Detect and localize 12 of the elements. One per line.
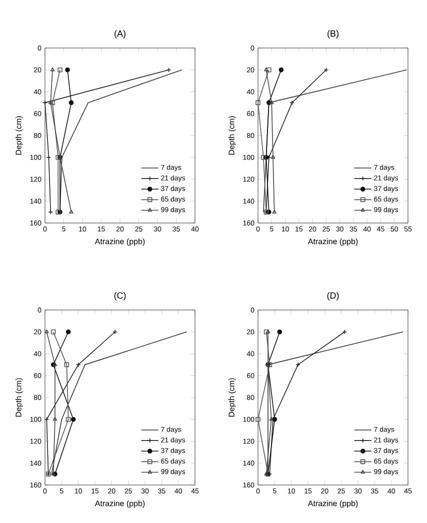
x-axis-title: Atrazine (ppb)	[308, 238, 358, 246]
y-axis-title: Depth (cm)	[228, 116, 236, 155]
chart-title: (A)	[114, 30, 126, 38]
x-axis-title: Atrazine (ppb)	[94, 238, 145, 246]
chart-title: (D)	[327, 292, 339, 300]
x-axis-title: Atrazine (ppb)	[94, 500, 145, 508]
chart-title: (C)	[114, 292, 126, 300]
chart-title: (B)	[328, 30, 338, 38]
y-axis-title: Depth (cm)	[228, 378, 236, 417]
y-axis-title: Depth (cm)	[15, 116, 23, 155]
x-axis-title: Atrazine (ppb)	[308, 500, 358, 508]
y-axis-title: Depth (cm)	[15, 378, 23, 417]
